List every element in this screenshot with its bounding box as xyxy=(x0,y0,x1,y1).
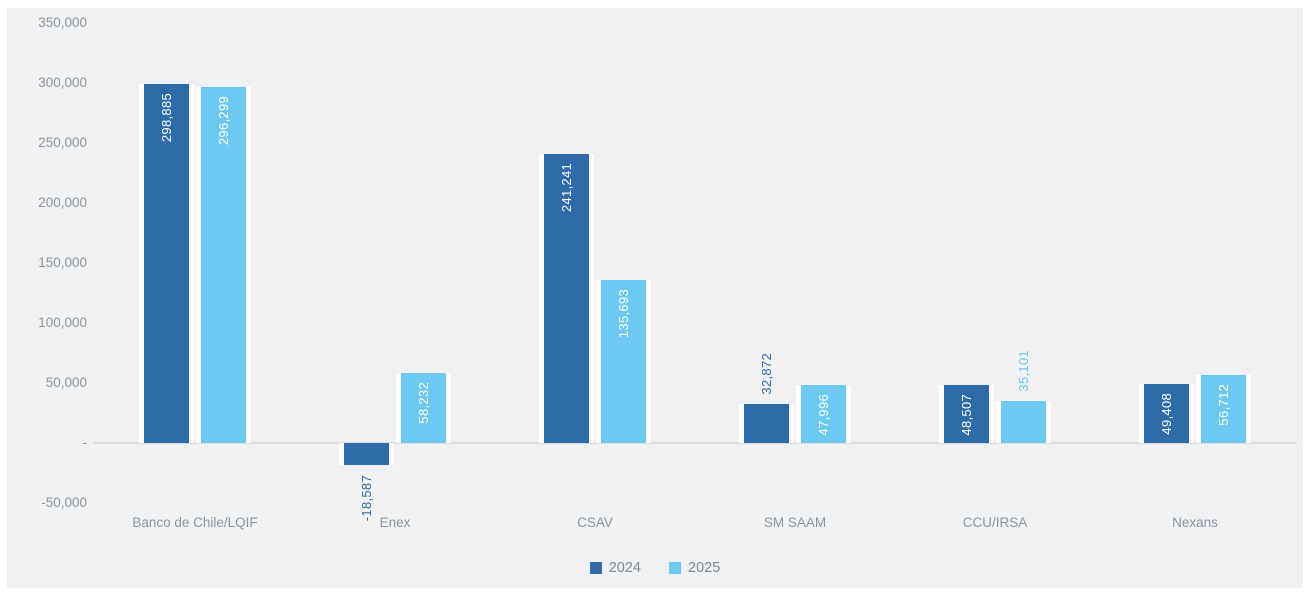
bar-value-label: 35,101 xyxy=(1015,350,1031,392)
bar-value-label: 135,693 xyxy=(615,289,631,339)
legend: 2024 2025 xyxy=(7,560,1303,576)
y-axis-tick-label: 50,000 xyxy=(45,375,87,390)
legend-item-2024: 2024 xyxy=(589,560,641,576)
bar-2024 xyxy=(739,403,794,443)
legend-swatch-icon xyxy=(589,562,602,574)
bar-2024 xyxy=(1139,383,1194,443)
category-label: CCU/IRSA xyxy=(962,515,1028,530)
bar-value-label: 241,241 xyxy=(558,162,574,212)
category-label: SM SAAM xyxy=(763,515,827,530)
bar-2025 xyxy=(596,280,651,443)
y-axis-tick-label: -50,000 xyxy=(41,495,87,510)
bar-2025 xyxy=(196,87,251,443)
bar-2025 xyxy=(1196,374,1251,443)
bar-2025 xyxy=(796,385,851,443)
bar-value-label: 296,299 xyxy=(215,96,231,146)
bar-2025 xyxy=(396,373,451,443)
category-label: Nexans xyxy=(1172,515,1218,530)
bar-2024 xyxy=(139,84,194,443)
category-label: CSAV xyxy=(577,515,613,530)
bar-value-label: 48,507 xyxy=(958,393,974,436)
bar-value-label: 47,996 xyxy=(815,394,831,436)
y-axis-tick-label: 250,000 xyxy=(38,135,87,150)
y-axis-tick-label: 350,000 xyxy=(38,15,87,30)
bar-value-label: 58,232 xyxy=(415,382,431,424)
category-label: Banco de Chile/LQIF xyxy=(132,515,258,530)
y-axis-tick-label: 200,000 xyxy=(38,195,87,210)
category-label: Enex xyxy=(379,515,411,530)
y-axis-tick-label: 300,000 xyxy=(38,75,87,90)
bar-value-label: 298,885 xyxy=(158,93,174,143)
y-axis-tick-label: - xyxy=(82,435,88,450)
bar-value-label: 32,872 xyxy=(758,353,774,395)
bar-2024 xyxy=(339,443,394,466)
bar-2024 xyxy=(539,153,594,443)
zero-axis-line xyxy=(93,442,1297,444)
y-axis-tick-label: 150,000 xyxy=(38,255,87,270)
legend-label: 2025 xyxy=(688,560,721,576)
bar-2024 xyxy=(939,384,994,443)
chart-canvas: 350,000 300,000 250,000 200,000 150,000 100,0… xyxy=(7,8,1303,588)
bar-value-label: 56,712 xyxy=(1215,383,1231,426)
y-axis-tick-label: 100,000 xyxy=(38,315,87,330)
legend-swatch-icon xyxy=(669,562,681,574)
legend-label: 2024 xyxy=(608,560,641,576)
bar-value-label: 49,408 xyxy=(1158,392,1174,435)
bar-2025 xyxy=(996,400,1051,443)
legend-item-2025: 2025 xyxy=(669,560,720,576)
